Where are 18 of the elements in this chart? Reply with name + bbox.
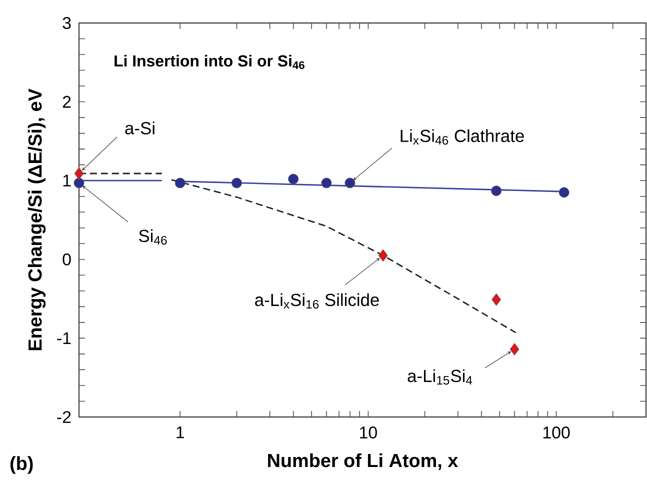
text: Li Insertion into Si or Si$_{46}$ (114, 54, 304, 70)
annotation: Li$_{x}$Si$_{46}$ Clathrate (400, 129, 524, 145)
annotation: a-Li$_{15}$Si$_{4}$ (408, 369, 472, 385)
x-tick-label: 1 (176, 426, 184, 438)
y-tick-label: 0 (62, 253, 71, 266)
x-tick-label: 100 (543, 426, 570, 439)
y-tick-label: 1 (63, 174, 71, 186)
x-tick-label: 10 (360, 426, 377, 439)
y-tick-label: -1 (57, 332, 71, 344)
annotation: Si$_{46}$ (139, 229, 167, 245)
annotation: a-Si (125, 122, 154, 134)
x-axis-title: Number of Li Atom, x (268, 453, 458, 470)
annotation: a-Li$_{x}$Si$_{16}$ Silicide (255, 293, 379, 309)
y-tick-label: 3 (62, 16, 71, 29)
y-tick-label: -2 (57, 411, 71, 423)
text: (b) (10, 456, 33, 474)
y-tick-label: 2 (62, 96, 71, 108)
y-axis-title: Energy Change/Si (ΔE/Si), eV (28, 88, 46, 350)
